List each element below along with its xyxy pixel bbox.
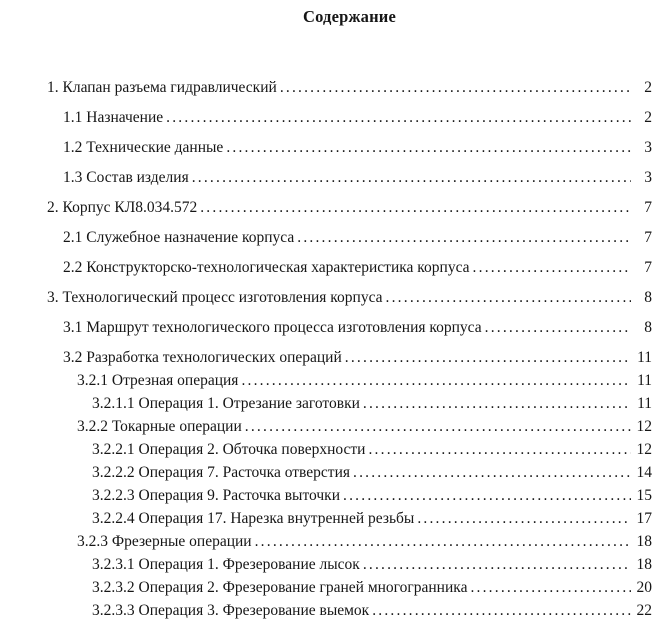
toc-entry[interactable]: 3.2.3.1 Операция 1. Фрезерование лысок 18 [0, 555, 652, 574]
toc-entry[interactable]: 1.2 Технические данные 3 [0, 138, 652, 157]
toc-entry-label: 3.2.2.1 Операция 2. Обточка поверхности [92, 441, 366, 458]
toc-page-number: 7 [644, 259, 652, 276]
toc-entry[interactable]: 1. Клапан разъема гидравлический 2 [0, 78, 652, 97]
toc-entry[interactable]: 3.2.2.2 Операция 7. Расточка отверстия 14 [0, 463, 652, 482]
toc-page-number: 14 [636, 464, 653, 481]
toc-page-number: 2 [644, 109, 652, 126]
toc-dot-leader [200, 198, 631, 217]
toc-dot-leader [473, 258, 631, 277]
toc-page-number: 8 [644, 319, 652, 336]
toc-entry-label: 3.2.2.4 Операция 17. Нарезка внутренней … [92, 510, 415, 527]
toc-page-number: 7 [644, 199, 652, 216]
toc-page-number: 18 [636, 533, 653, 550]
toc-entry-label: 3.2.3.3 Операция 3. Фрезерование выемок [92, 602, 370, 619]
toc-dot-leader [470, 578, 631, 597]
toc-page-number: 8 [644, 289, 652, 306]
toc-entry-label: 3.2 Разработка технологических операций [63, 349, 342, 366]
toc-entry-label: 3. Технологический процесс изготовления … [47, 289, 383, 306]
toc-page-number: 15 [636, 487, 653, 504]
toc-entry-label: 2.1 Служебное назначение корпуса [63, 229, 295, 246]
page-title: Содержание [302, 7, 397, 26]
toc-dot-leader [386, 288, 631, 307]
toc-page-number: 12 [636, 441, 653, 458]
toc-entry-label: 3.1 Маршрут технологического процесса из… [63, 319, 482, 336]
toc-entry-label: 3.2.3.2 Операция 2. Фрезерование граней … [92, 579, 468, 596]
toc-entry[interactable]: 2.1 Служебное назначение корпуса 7 [0, 228, 652, 247]
toc-entry-label: 1. Клапан разъема гидравлический [47, 79, 277, 96]
toc-entry[interactable]: 3.2 Разработка технологических операций 1… [0, 348, 652, 367]
toc-page-number: 3 [644, 169, 652, 186]
toc-entry[interactable]: 1.3 Состав изделия 3 [0, 168, 652, 187]
toc-page-number: 17 [636, 510, 653, 527]
toc-dot-leader [345, 348, 631, 367]
toc-page-number: 22 [636, 602, 653, 619]
toc-entry-label: 1.1 Назначение [63, 109, 164, 126]
toc-dot-leader [363, 394, 631, 413]
toc-entry[interactable]: 1.1 Назначение 2 [0, 108, 652, 127]
toc-dot-leader [192, 168, 631, 187]
toc-dot-leader [372, 601, 631, 620]
toc-page-number: 7 [644, 229, 652, 246]
toc-page-number: 3 [644, 139, 652, 156]
toc-page-number: 18 [636, 556, 653, 573]
toc-entry-label: 2.2 Конструкторско-технологическая харак… [63, 259, 470, 276]
toc-entry[interactable]: 3.2.2.3 Операция 9. Расточка выточки 15 [0, 486, 652, 505]
toc-dot-leader [485, 318, 631, 337]
toc-entry-label: 3.2.1 Отрезная операция [77, 372, 239, 389]
toc-entry-label: 3.2.3.1 Операция 1. Фрезерование лысок [92, 556, 360, 573]
table-of-contents: 1. Клапан разъема гидравлический21.1 Наз… [0, 78, 666, 620]
toc-dot-leader [353, 463, 631, 482]
toc-entry[interactable]: 3. Технологический процесс изготовления … [0, 288, 652, 307]
toc-page-number: 2 [644, 79, 652, 96]
toc-entry[interactable]: 3.2.2.1 Операция 2. Обточка поверхности 1… [0, 440, 652, 459]
toc-page-number: 11 [637, 349, 652, 366]
toc-entry[interactable]: 3.2.1.1 Операция 1. Отрезание заготовки 1… [0, 394, 652, 413]
toc-dot-leader [255, 532, 631, 551]
toc-entry-label: 3.2.2.2 Операция 7. Расточка отверстия [92, 464, 350, 481]
toc-dot-leader [368, 440, 631, 459]
toc-entry[interactable]: 3.2.2 Токарные операции 12 [0, 417, 652, 436]
toc-page-number: 20 [636, 579, 653, 596]
toc-entry[interactable]: 3.2.2.4 Операция 17. Нарезка внутренней … [0, 509, 652, 528]
toc-entry-label: 2. Корпус КЛ8.034.572 [47, 199, 198, 216]
toc-entry-label: 1.2 Технические данные [63, 139, 224, 156]
toc-dot-leader [241, 371, 631, 390]
toc-page-number: 11 [637, 395, 652, 412]
toc-entry-label: 3.2.2 Токарные операции [77, 418, 242, 435]
toc-entry[interactable]: 2.2 Конструкторско-технологическая харак… [0, 258, 652, 277]
toc-dot-leader [280, 78, 631, 97]
toc-entry[interactable]: 3.1 Маршрут технологического процесса из… [0, 318, 652, 337]
toc-entry[interactable]: 3.2.3.3 Операция 3. Фрезерование выемок 2… [0, 601, 652, 620]
toc-dot-leader [166, 108, 631, 127]
toc-page-number: 12 [636, 418, 653, 435]
toc-dot-leader [245, 417, 631, 436]
toc-dot-leader [363, 555, 631, 574]
toc-entry[interactable]: 2. Корпус КЛ8.034.572 7 [0, 198, 652, 217]
toc-entry-label: 3.2.1.1 Операция 1. Отрезание заготовки [92, 395, 360, 412]
toc-entry[interactable]: 3.2.1 Отрезная операция 11 [0, 371, 652, 390]
toc-dot-leader [226, 138, 631, 157]
toc-entry[interactable]: 3.2.3 Фрезерные операции 18 [0, 532, 652, 551]
toc-page-number: 11 [637, 372, 652, 389]
toc-entry[interactable]: 3.2.3.2 Операция 2. Фрезерование граней … [0, 578, 652, 597]
toc-dot-leader [417, 509, 631, 528]
toc-dot-leader [343, 486, 631, 505]
toc-entry-label: 1.3 Состав изделия [63, 169, 189, 186]
toc-dot-leader [297, 228, 631, 247]
toc-entry-label: 3.2.3 Фрезерные операции [77, 533, 252, 550]
toc-entry-label: 3.2.2.3 Операция 9. Расточка выточки [92, 487, 341, 504]
